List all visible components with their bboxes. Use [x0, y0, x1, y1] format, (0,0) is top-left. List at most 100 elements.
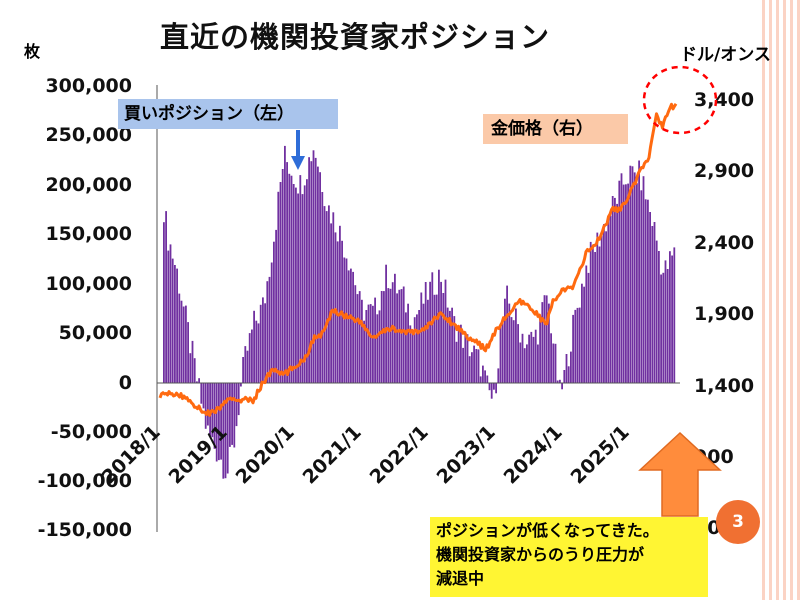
position-bar: [380, 291, 383, 383]
position-bar: [367, 304, 370, 383]
position-bar: [519, 342, 522, 383]
position-bar: [559, 379, 561, 383]
position-bar: [631, 166, 634, 383]
position-bar: [526, 344, 528, 383]
position-bar: [565, 354, 568, 383]
position-bar: [528, 334, 530, 383]
position-bar: [605, 231, 607, 383]
position-bar: [422, 303, 425, 383]
position-bar: [369, 304, 372, 383]
position-bar: [627, 183, 629, 383]
position-bar: [292, 184, 295, 383]
position-bar: [235, 383, 238, 427]
position-bar: [561, 383, 563, 390]
position-bar: [429, 281, 431, 383]
left-tick-label: 150,000: [45, 223, 132, 245]
position-bar: [231, 383, 233, 445]
position-bar: [400, 289, 403, 383]
right-tick-label: 3,400: [694, 89, 755, 111]
position-bar: [328, 205, 330, 383]
position-bar: [248, 333, 251, 383]
position-bar: [669, 251, 671, 383]
position-bar: [286, 162, 288, 383]
position-bar: [585, 265, 588, 383]
position-bar: [455, 341, 458, 383]
position-bar: [257, 323, 260, 383]
position-bar: [622, 184, 625, 383]
position-bar: [165, 211, 167, 383]
position-bar: [163, 222, 165, 383]
position-bar: [209, 383, 211, 436]
position-bar: [515, 308, 517, 383]
position-bar: [407, 303, 409, 383]
position-bar: [490, 383, 493, 399]
position-bar: [411, 330, 414, 383]
position-bar: [444, 279, 447, 383]
right-tick-label: 2,400: [694, 232, 755, 254]
position-bar: [334, 232, 337, 383]
position-bar: [275, 229, 277, 383]
position-bar: [620, 173, 623, 383]
position-bar: [510, 317, 513, 383]
position-bar: [574, 309, 577, 383]
chart-title: 直近の機関投資家ポジション: [160, 20, 551, 54]
position-bar: [640, 190, 643, 383]
position-bar: [416, 314, 418, 383]
position-bar: [545, 295, 548, 383]
position-bar: [431, 272, 434, 383]
position-bar: [477, 349, 480, 383]
position-bar: [242, 357, 244, 383]
position-bar: [534, 329, 537, 383]
right-axis-unit: ドル/オンス: [680, 45, 771, 65]
position-bar: [504, 298, 506, 383]
position-bar: [167, 250, 170, 383]
position-bar: [435, 294, 438, 383]
position-bar: [550, 333, 552, 383]
position-bar: [512, 320, 515, 383]
position-bar: [391, 282, 394, 383]
right-tick-label: 1,400: [694, 375, 755, 397]
position-bar: [446, 307, 449, 383]
position-bar: [495, 383, 497, 394]
position-bar: [224, 383, 227, 479]
position-bar: [616, 203, 618, 383]
position-bar: [563, 370, 566, 383]
position-bar: [532, 336, 535, 383]
position-bar: [499, 327, 502, 383]
position-bar: [451, 307, 453, 383]
position-bar: [488, 383, 491, 391]
position-bar: [376, 314, 379, 383]
position-bar: [464, 331, 467, 383]
position-bar: [647, 199, 649, 383]
position-bar: [457, 328, 460, 383]
position-bar: [301, 194, 304, 383]
position-bar: [589, 241, 592, 383]
position-bar: [281, 169, 284, 383]
position-bar: [596, 232, 599, 383]
left-tick-label: 200,000: [45, 174, 132, 196]
position-bar: [277, 191, 280, 383]
position-bar: [649, 212, 651, 383]
position-bar: [614, 197, 616, 383]
position-bar: [570, 351, 572, 383]
position-bar: [389, 288, 392, 383]
position-bar: [405, 312, 407, 383]
position-bar: [517, 324, 519, 383]
up-arrow: [638, 431, 722, 517]
position-bar: [343, 257, 346, 383]
position-bar: [442, 293, 445, 383]
position-bar: [213, 383, 216, 449]
position-bar: [339, 225, 341, 383]
left-axis-unit: 枚: [24, 42, 41, 61]
position-bar: [671, 255, 673, 383]
position-bar: [204, 383, 207, 429]
position-bar: [594, 252, 596, 383]
position-bar: [644, 199, 647, 383]
position-bar: [358, 291, 361, 383]
position-bar: [433, 294, 436, 383]
decorative-stripes: [762, 0, 800, 600]
position-bar: [189, 353, 192, 383]
position-bar: [347, 270, 350, 383]
position-bar: [196, 381, 198, 383]
position-bar: [479, 376, 482, 383]
